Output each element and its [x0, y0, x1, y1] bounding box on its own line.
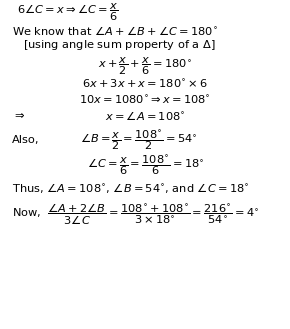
Text: We know that $\angle A + \angle B + \angle C = 180^{\circ}$: We know that $\angle A + \angle B + \ang…: [12, 24, 217, 37]
Text: $x = \angle A = 108^{\circ}$: $x = \angle A = 108^{\circ}$: [105, 109, 185, 122]
Text: [using angle sum property of a $\Delta$]: [using angle sum property of a $\Delta$]: [23, 38, 216, 52]
Text: $\angle B = \dfrac{x}{2} = \dfrac{108^{\circ}}{2} = 54^{\circ}$: $\angle B = \dfrac{x}{2} = \dfrac{108^{\…: [81, 128, 198, 152]
Text: Now,  $\dfrac{\angle A+2\angle B}{3\angle C} = \dfrac{108^{\circ}+108^{\circ}}{3: Now, $\dfrac{\angle A+2\angle B}{3\angle…: [12, 202, 259, 227]
Text: $6\angle C = x \Rightarrow \angle C = \dfrac{x}{6}$: $6\angle C = x \Rightarrow \angle C = \d…: [17, 1, 119, 23]
Text: $\angle C = \dfrac{x}{6} = \dfrac{108^{\circ}}{6} = 18^{\circ}$: $\angle C = \dfrac{x}{6} = \dfrac{108^{\…: [87, 153, 204, 177]
Text: $x + \dfrac{x}{2} + \dfrac{x}{6} = 180^{\circ}$: $x + \dfrac{x}{2} + \dfrac{x}{6} = 180^{…: [98, 55, 192, 77]
Text: Thus, $\angle A = 108^{\circ}$, $\angle B = 54^{\circ}$, and $\angle C = 18^{\ci: Thus, $\angle A = 108^{\circ}$, $\angle …: [12, 181, 249, 194]
Text: $\Rightarrow$: $\Rightarrow$: [12, 110, 25, 120]
Text: $6x + 3x + x = 180^{\circ} \times 6$: $6x + 3x + x = 180^{\circ} \times 6$: [82, 78, 208, 90]
Text: Also,: Also,: [12, 135, 39, 145]
Text: $10x = 1080^{\circ} \Rightarrow x = 108^{\circ}$: $10x = 1080^{\circ} \Rightarrow x = 108^…: [79, 94, 211, 106]
